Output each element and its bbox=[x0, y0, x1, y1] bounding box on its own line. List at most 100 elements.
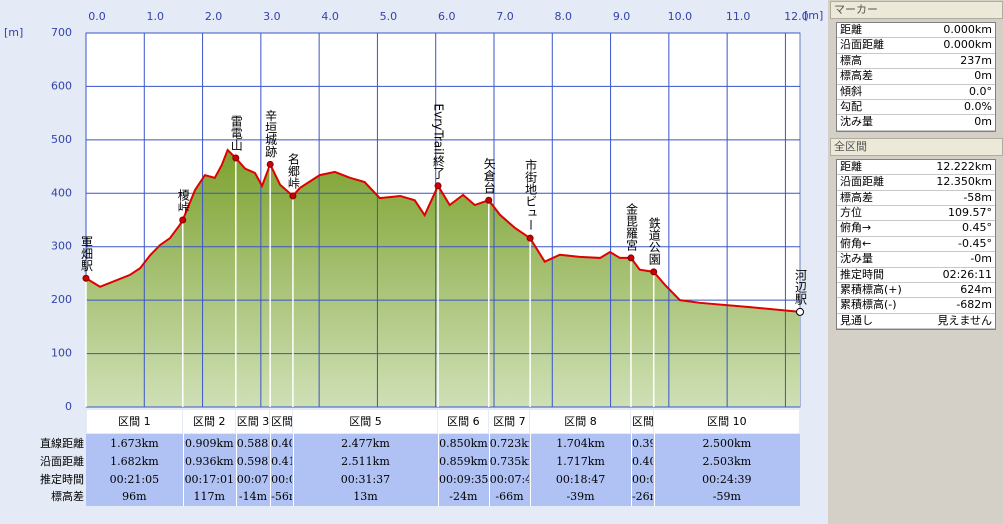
section-cell: 96m bbox=[122, 490, 147, 503]
section-cell: 00:17:01 bbox=[184, 473, 234, 486]
field-label: 標高差 bbox=[840, 69, 873, 83]
y-tick-label: 600 bbox=[51, 79, 72, 92]
y-tick-label: 200 bbox=[51, 293, 72, 306]
row-label: 標高差 bbox=[51, 490, 84, 503]
section-divider bbox=[438, 410, 440, 506]
section-cell: 1.682km bbox=[110, 455, 159, 468]
marker-label: 河辺駅 bbox=[794, 268, 808, 305]
section-cell: 0.735km bbox=[489, 455, 529, 468]
section-cell: 2.503km bbox=[702, 455, 752, 468]
field-label: 俯角← bbox=[840, 236, 872, 250]
panel-row: 標高差 -58m bbox=[837, 191, 995, 206]
section-divider bbox=[292, 410, 294, 506]
elevation-line bbox=[85, 148, 801, 313]
elevation-area bbox=[86, 150, 800, 407]
side-panel: マーカー 距離 0.000km 沿面距離 0.000km 標高 237m 標高差 0m 傾斜 0.0… bbox=[828, 0, 1003, 524]
marker-label: 榎峠 bbox=[176, 188, 190, 213]
field-value: -58m bbox=[963, 190, 992, 204]
field-value: 0.45° bbox=[962, 221, 992, 235]
section-header: 区間 9 bbox=[631, 410, 653, 433]
section-cell: 2.500km bbox=[702, 437, 752, 450]
marker bbox=[232, 154, 240, 162]
section-header: 区間 7 bbox=[489, 410, 530, 433]
panel-header: マーカー bbox=[830, 1, 1003, 19]
marker bbox=[179, 216, 187, 224]
field-label: 俯角→ bbox=[840, 221, 872, 235]
x-tick-label: 6.0 bbox=[438, 10, 456, 23]
panel-row: 累積標高(+) 624m bbox=[837, 282, 995, 299]
marker-label: EvryTrail終了 bbox=[432, 104, 446, 179]
field-label: 距離 bbox=[840, 159, 862, 173]
section-cell: 0.936km bbox=[184, 455, 234, 468]
section-cell: 1.673km bbox=[110, 437, 159, 450]
x-tick-label: 9.0 bbox=[613, 10, 631, 23]
section-cell: 0.850km bbox=[439, 437, 488, 450]
marker bbox=[289, 192, 297, 200]
section-cell: 0.909km bbox=[184, 437, 234, 450]
y-tick-label: 400 bbox=[51, 186, 72, 199]
section-cell: 0.400km bbox=[631, 455, 653, 468]
panel-row: 累積標高(-) -682m bbox=[837, 298, 995, 314]
panel-header: 全区間 bbox=[830, 137, 1003, 156]
field-value: 0.000km bbox=[943, 23, 992, 36]
marker bbox=[526, 234, 534, 242]
section-cell: 1.704km bbox=[556, 437, 605, 450]
marker bbox=[650, 268, 658, 276]
panel-row: 推定時間 02:26:11 bbox=[837, 268, 995, 283]
section-cell: 0.411km bbox=[271, 455, 292, 468]
field-value: 0.000km bbox=[943, 38, 992, 52]
field-label: 累積標高(-) bbox=[840, 298, 897, 312]
chart: [m] [m] 0 100 200 300 400 500 600 700 0.0 1.0 2.0 3… bbox=[4, 9, 823, 413]
field-label: 沿面距離 bbox=[840, 175, 884, 189]
section-divider bbox=[653, 410, 655, 506]
y-axis-label: [m] bbox=[4, 26, 23, 39]
field-label: 距離 bbox=[840, 23, 862, 36]
section-cell: 0.398km bbox=[631, 437, 653, 450]
panel-row: 沿面距離 0.000km bbox=[837, 38, 995, 54]
row-label: 沿面距離 bbox=[40, 455, 84, 468]
section-cell: 00:07:49 bbox=[489, 473, 530, 486]
section-divider bbox=[270, 410, 272, 506]
marker bbox=[796, 307, 804, 316]
panel-table: 距離 12.222km 沿面距離 12.350km 標高差 -58m 方位 109.57° 俯角… bbox=[836, 158, 996, 331]
panel-row: 距離 12.222km bbox=[837, 159, 995, 176]
table-body bbox=[86, 434, 800, 506]
section-cell: 00:24:39 bbox=[702, 473, 752, 486]
marker-label: 鉄道公園 bbox=[647, 215, 661, 264]
field-label: 見通し bbox=[840, 313, 873, 327]
section-cell: 13m bbox=[353, 490, 378, 503]
section-cell: 00:18:47 bbox=[555, 473, 606, 486]
x-tick-label: 4.0 bbox=[321, 10, 339, 23]
section-header: 区間 4 bbox=[271, 410, 292, 433]
field-value: 109.57° bbox=[948, 205, 992, 219]
marker bbox=[266, 160, 274, 168]
section-cell: 2.511km bbox=[341, 455, 390, 468]
panel-row: 勾配 0.0% bbox=[837, 99, 995, 116]
marker-label: 矢倉台 bbox=[482, 157, 496, 193]
field-value: -0m bbox=[970, 252, 992, 266]
section-divider bbox=[630, 410, 632, 506]
x-axis-label: [m] bbox=[804, 9, 823, 22]
y-tick-label: 100 bbox=[51, 347, 72, 360]
field-label: 標高 bbox=[840, 53, 862, 67]
field-label: 沈み量 bbox=[840, 252, 873, 266]
marker-label: 名郷峠 bbox=[286, 152, 300, 189]
x-tick-label: 0.0 bbox=[88, 10, 106, 23]
section-cell: 0.723km bbox=[489, 437, 529, 450]
x-tick-label: 5.0 bbox=[380, 10, 398, 23]
panel-row: 俯角← -0.45° bbox=[837, 236, 995, 253]
row-label: 推定時間 bbox=[40, 473, 84, 486]
field-label: 累積標高(+) bbox=[840, 282, 902, 296]
field-label: 勾配 bbox=[840, 99, 862, 113]
x-tick-label: 8.0 bbox=[555, 10, 573, 23]
field-label: 傾斜 bbox=[840, 84, 862, 98]
field-label: 標高差 bbox=[840, 190, 873, 204]
panel-row: 沿面距離 12.350km bbox=[837, 175, 995, 191]
panel-row: 沈み量 0m bbox=[837, 115, 995, 131]
section-cell: 00:04:40 bbox=[271, 473, 292, 486]
marker bbox=[627, 254, 635, 262]
section-header: 区間 5 bbox=[293, 410, 438, 433]
panel-row: 見通し 見えません bbox=[837, 313, 995, 330]
marker-label: 金毘羅宮 bbox=[624, 201, 638, 250]
